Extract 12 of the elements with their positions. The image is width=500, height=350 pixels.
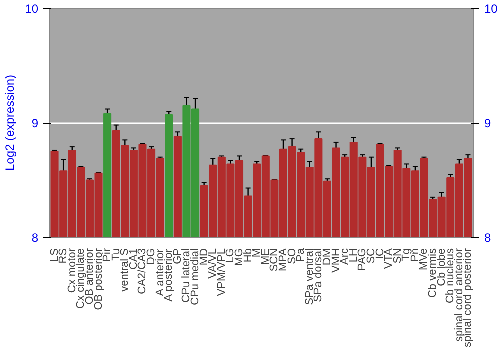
x-tick-label: DM — [321, 248, 334, 266]
y-tick-label: 8 — [32, 231, 39, 245]
y2-tick-label: 9 — [484, 116, 492, 130]
x-tick-label: spinal cord posterior — [462, 248, 474, 348]
y2-tick-label: 10 — [484, 2, 498, 16]
x-tick-label: RS — [58, 248, 70, 264]
y-axis-title: Log2 (expression) — [3, 74, 18, 172]
y-tick-label: 10 — [25, 2, 39, 16]
y2-tick-label: 8 — [484, 231, 492, 245]
x-tick-label: Tg — [400, 248, 413, 262]
y-tick-label: 9 — [32, 116, 39, 130]
x-tick-label: A posterior — [163, 248, 176, 302]
